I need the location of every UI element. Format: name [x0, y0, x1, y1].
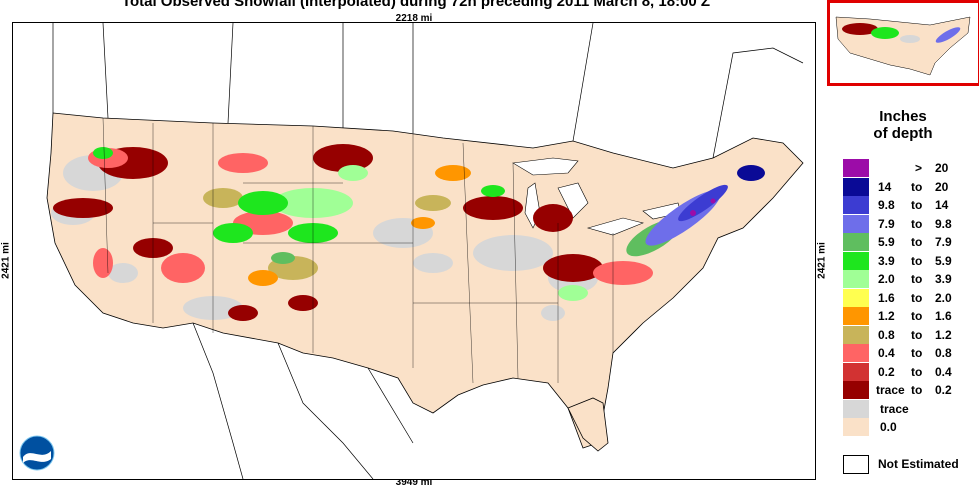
legend-hi: 2.0	[935, 290, 952, 305]
legend-heading: Inches of depth	[838, 108, 968, 142]
legend-lo: 7.9	[878, 216, 895, 231]
legend-heading-line2: of depth	[873, 125, 933, 142]
legend-lo: 0.2	[878, 364, 895, 379]
legend-lo: 0.4	[878, 346, 895, 360]
legend-hi: 0.2	[935, 383, 952, 397]
legend-swatch	[843, 233, 869, 251]
legend-to: to	[911, 346, 923, 360]
legend-swatch	[843, 362, 869, 381]
legend-lo: trace	[880, 401, 909, 416]
legend-row: 0.2 to 0.4	[843, 362, 973, 381]
legend-to: to	[911, 309, 923, 323]
bottom-distance-label: 3949 mi	[395, 477, 433, 488]
legend-to: to	[911, 290, 923, 305]
legend-swatch	[843, 399, 869, 418]
legend-row: 0.4 to 0.8	[843, 344, 973, 362]
legend-swatch	[843, 177, 869, 196]
legend-row: >20	[843, 159, 973, 177]
legend-hi: 0.8	[935, 346, 952, 360]
legend-to: to	[911, 235, 923, 249]
legend-to: to	[911, 253, 923, 268]
legend-hi: 1.2	[935, 327, 952, 342]
legend-to: to	[911, 272, 923, 286]
legend-row: 9.8 to 14	[843, 196, 973, 214]
legend-hi: 7.9	[935, 235, 952, 249]
legend-to: to	[911, 327, 923, 342]
snowfall-map-canvas	[13, 23, 815, 479]
not-estimated-label: Not Estimated	[878, 457, 959, 471]
legend-lo: 1.2	[878, 309, 895, 323]
noaa-logo	[19, 435, 55, 471]
legend-row: 2.0 to 3.9	[843, 270, 973, 288]
legend-row: trace to 0.2	[843, 381, 973, 399]
right-distance-label: 2421 mi	[816, 242, 828, 279]
legend-hi: 0.4	[935, 364, 952, 379]
legend-lo: 0.8	[878, 327, 895, 342]
legend-to: to	[911, 198, 923, 212]
legend-hi: 1.6	[935, 309, 952, 323]
snowfall-map[interactable]	[12, 22, 816, 480]
legend-lo: 5.9	[878, 235, 895, 249]
legend-swatch	[843, 344, 869, 362]
legend-lo: 2.0	[878, 272, 895, 286]
legend-hi: 14	[935, 198, 949, 212]
legend-lo: 1.6	[878, 290, 895, 305]
top-distance-label: 2218 mi	[395, 13, 433, 24]
legend-to: to	[911, 179, 923, 194]
inset-canvas	[835, 16, 971, 76]
legend-swatch	[843, 159, 869, 177]
legend-to: to	[911, 383, 923, 397]
legend-row: 1.6 to 2.0	[843, 288, 973, 307]
legend-swatch	[843, 251, 869, 270]
legend-row: trace	[843, 399, 973, 418]
legend-to: to	[911, 216, 923, 231]
legend-lo: 0.0	[880, 420, 897, 434]
legend-swatch	[843, 196, 869, 214]
overview-inset-map[interactable]	[827, 0, 979, 86]
legend-swatch	[843, 325, 869, 344]
legend-heading-line1: Inches	[879, 108, 927, 125]
legend-lo: 14	[878, 179, 892, 194]
legend-swatch	[843, 288, 869, 307]
legend-lo: 3.9	[878, 253, 895, 268]
legend-swatch	[843, 381, 869, 399]
noaa-logo-icon	[19, 435, 55, 471]
legend-swatch	[843, 270, 869, 288]
legend-lo: 9.8	[878, 198, 895, 212]
legend-hi: 20	[935, 161, 949, 175]
legend-row: 3.9 to 5.9	[843, 251, 973, 270]
legend-to: to	[911, 364, 923, 379]
not-estimated-swatch	[843, 455, 869, 474]
map-title: Total Observed Snowfall (Interpolated) d…	[121, 0, 711, 10]
legend-row: 5.9 to 7.9	[843, 233, 973, 251]
legend-hi: 20	[935, 179, 949, 194]
legend-row: 0.0	[843, 418, 973, 436]
legend-row: 0.8 to 1.2	[843, 325, 973, 344]
legend-hi: 3.9	[935, 272, 952, 286]
legend-row: 14 to 20	[843, 177, 973, 196]
left-distance-label: 2421 mi	[0, 242, 12, 279]
legend-to: >	[915, 161, 923, 175]
legend-hi: 9.8	[935, 216, 952, 231]
legend-hi: 5.9	[935, 253, 952, 268]
legend-lo: trace	[876, 383, 905, 397]
legend-swatch	[843, 214, 869, 233]
legend-row: 1.2 to 1.6	[843, 307, 973, 325]
legend-row: 7.9 to 9.8	[843, 214, 973, 233]
legend-swatch	[843, 307, 869, 325]
legend-swatch	[843, 418, 869, 436]
